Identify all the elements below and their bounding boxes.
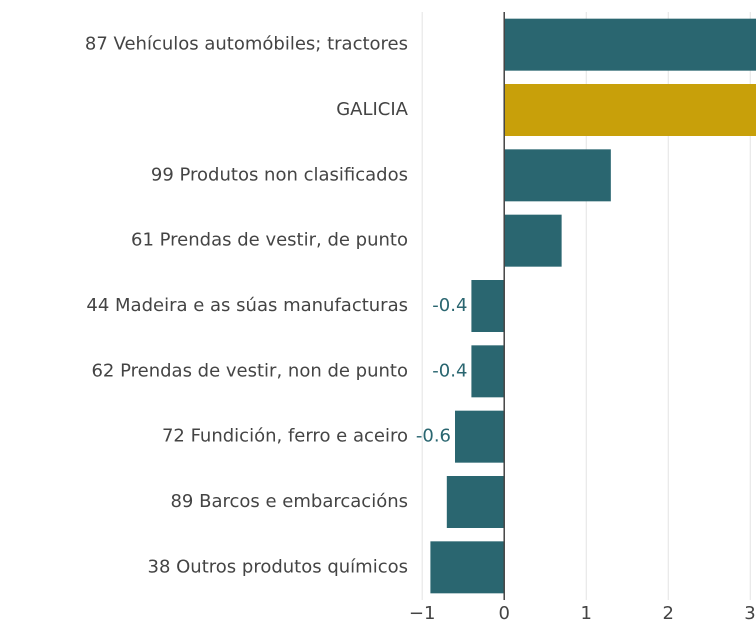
value-label: -0.4	[432, 295, 467, 316]
bar	[430, 541, 505, 594]
bar	[504, 18, 756, 71]
bar	[471, 280, 505, 332]
bar	[504, 149, 611, 202]
y-tick-label: 89 Barcos e embarcacións	[170, 491, 408, 512]
y-tick-label: 87 Vehículos automóbiles; tractores	[85, 34, 408, 55]
y-tick-label: 38 Outros produtos químicos	[148, 556, 408, 577]
x-tick-label: 0	[498, 603, 509, 624]
x-tick-label: 2	[663, 603, 674, 624]
y-tick-label: 72 Fundición, ferro e aceiro	[162, 426, 408, 447]
bar	[504, 214, 562, 267]
x-tick-label: 1	[581, 603, 592, 624]
y-tick-label: GALICIA	[336, 99, 408, 120]
y-tick-label: 99 Produtos non clasificados	[151, 164, 408, 185]
value-label: -0.6	[416, 426, 451, 447]
y-tick-label: 62 Prendas de vestir, non de punto	[91, 360, 408, 381]
y-tick-label: 44 Madeira e as súas manufacturas	[86, 295, 408, 316]
bar	[504, 84, 756, 136]
x-tick-label: −1	[409, 603, 436, 624]
value-label: -0.4	[432, 360, 467, 381]
y-tick-label: 61 Prendas de vestir, de punto	[131, 230, 408, 251]
x-tick-label: 3	[744, 603, 755, 624]
bar	[446, 476, 505, 528]
bar	[455, 410, 505, 463]
bar	[471, 345, 505, 398]
